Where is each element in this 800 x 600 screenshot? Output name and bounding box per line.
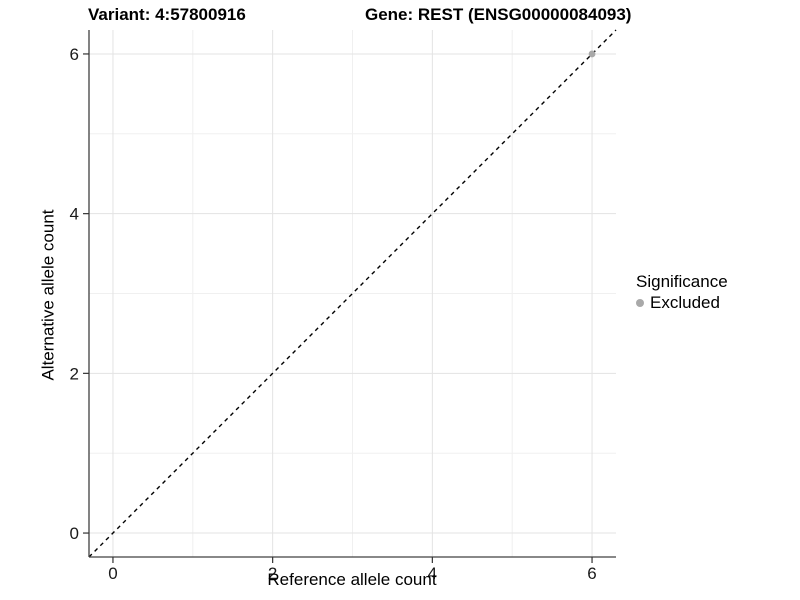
- y-tick-label: 2: [70, 364, 79, 383]
- legend-item-label: Excluded: [650, 293, 720, 312]
- x-axis-title: Reference allele count: [267, 570, 437, 589]
- legend: Significance Excluded: [636, 272, 728, 313]
- y-tick-label: 4: [70, 205, 79, 224]
- data-point-excluded: [588, 50, 596, 58]
- y-axis-title: Alternative allele count: [38, 209, 58, 381]
- gene-title: Gene: REST (ENSG00000084093): [365, 5, 632, 24]
- legend-title: Significance: [636, 272, 728, 291]
- y-tick-label: 0: [70, 524, 79, 543]
- y-tick-label: 6: [70, 45, 79, 64]
- excluded-point-icon: [636, 299, 644, 307]
- x-tick-label: 6: [587, 564, 596, 583]
- legend-item-excluded: Excluded: [636, 293, 728, 313]
- x-tick-label: 2: [268, 564, 277, 583]
- x-tick-label: 4: [428, 564, 437, 583]
- variant-title: Variant: 4:57800916: [88, 5, 246, 24]
- x-tick-label: 0: [108, 564, 117, 583]
